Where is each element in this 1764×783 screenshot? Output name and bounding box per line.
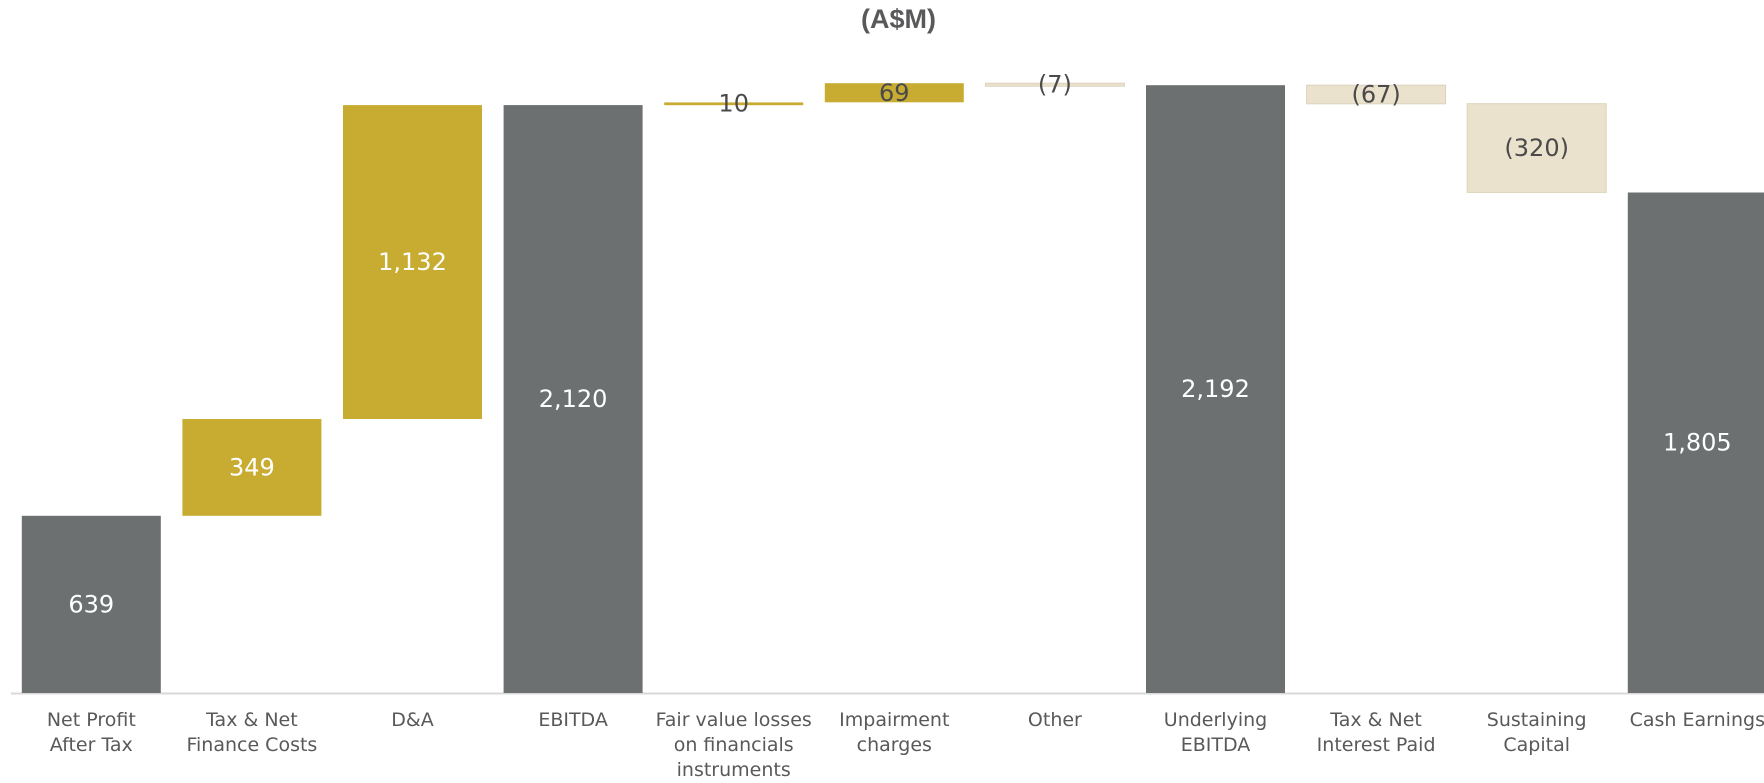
bar-7 — [984, 82, 1125, 87]
data-label-6: 69 — [879, 79, 910, 107]
x-tick-label-4: EBITDA — [538, 709, 608, 731]
bar-4 — [503, 105, 643, 694]
data-label-2: 349 — [229, 453, 275, 481]
bar-9 — [1306, 84, 1447, 105]
x-tick-label-7: Other — [1028, 709, 1082, 731]
x-tick-label-5: Fair value losses on financials instrument… — [656, 709, 812, 781]
bar-10 — [1466, 103, 1607, 193]
x-tick-label-9: Tax & Net Interest Paid — [1317, 709, 1436, 756]
bar-1 — [21, 515, 161, 693]
x-tick-label-11: Cash Earnings — [1630, 709, 1764, 731]
data-label-8: 2,192 — [1181, 375, 1250, 403]
x-tick-label-6: Impairment charges — [839, 709, 949, 756]
x-tick-label-1: Net Profit After Tax — [47, 709, 136, 756]
data-label-10: (320) — [1504, 134, 1569, 162]
data-label-9: (67) — [1351, 80, 1400, 108]
bar-3 — [343, 105, 482, 419]
bar-11 — [1627, 192, 1764, 693]
data-label-4: 2,120 — [539, 385, 608, 413]
chart-title: (A$M) — [861, 4, 936, 34]
data-label-7: (7) — [1038, 71, 1072, 99]
bar-5 — [664, 102, 804, 106]
data-label-3: 1,132 — [378, 248, 447, 276]
bar-6 — [824, 83, 964, 103]
x-tick-label-10: Sustaining Capital — [1487, 709, 1587, 756]
x-tick-label-3: D&A — [391, 709, 433, 731]
bar-2 — [182, 419, 322, 516]
bar-8 — [1146, 85, 1285, 693]
data-label-1: 639 — [68, 590, 114, 618]
data-label-11: 1,805 — [1663, 429, 1732, 457]
x-tick-label-8: Underlying EBITDA — [1164, 709, 1267, 756]
data-label-5: 10 — [718, 90, 749, 118]
x-tick-label-2: Tax & Net Finance Costs — [186, 709, 317, 756]
